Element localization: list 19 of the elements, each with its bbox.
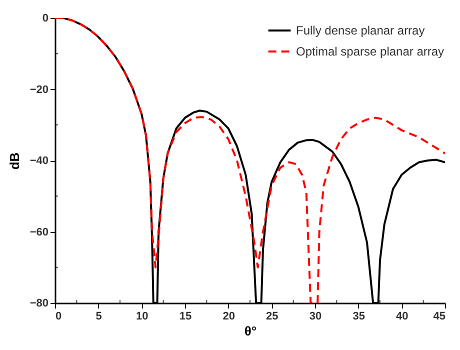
x-tick-label: 20: [222, 310, 235, 322]
x-tick-label: 40: [396, 310, 408, 322]
x-tick-label: 45: [433, 310, 446, 322]
x-tick-label: 25: [266, 310, 278, 322]
x-tick-label: 0: [56, 310, 62, 322]
x-tick-label: 10: [136, 310, 148, 322]
y-tick-label: −20: [30, 84, 48, 96]
y-tick-label: −80: [30, 298, 48, 310]
y-tick-label: 0: [42, 12, 48, 24]
x-tick-label: 35: [352, 310, 365, 322]
x-axis-title: θ°: [244, 324, 257, 338]
y-tick-label: −40: [30, 155, 48, 167]
y-tick-label: −60: [30, 226, 48, 238]
x-tick-label: 5: [96, 310, 102, 322]
y-axis-title: dB: [6, 152, 22, 170]
legend-label: Optimal sparse planar array: [296, 44, 444, 58]
x-tick-label: 30: [309, 310, 322, 322]
x-tick-label: 15: [179, 310, 192, 322]
legend-label: Fully dense planar array: [296, 24, 425, 38]
